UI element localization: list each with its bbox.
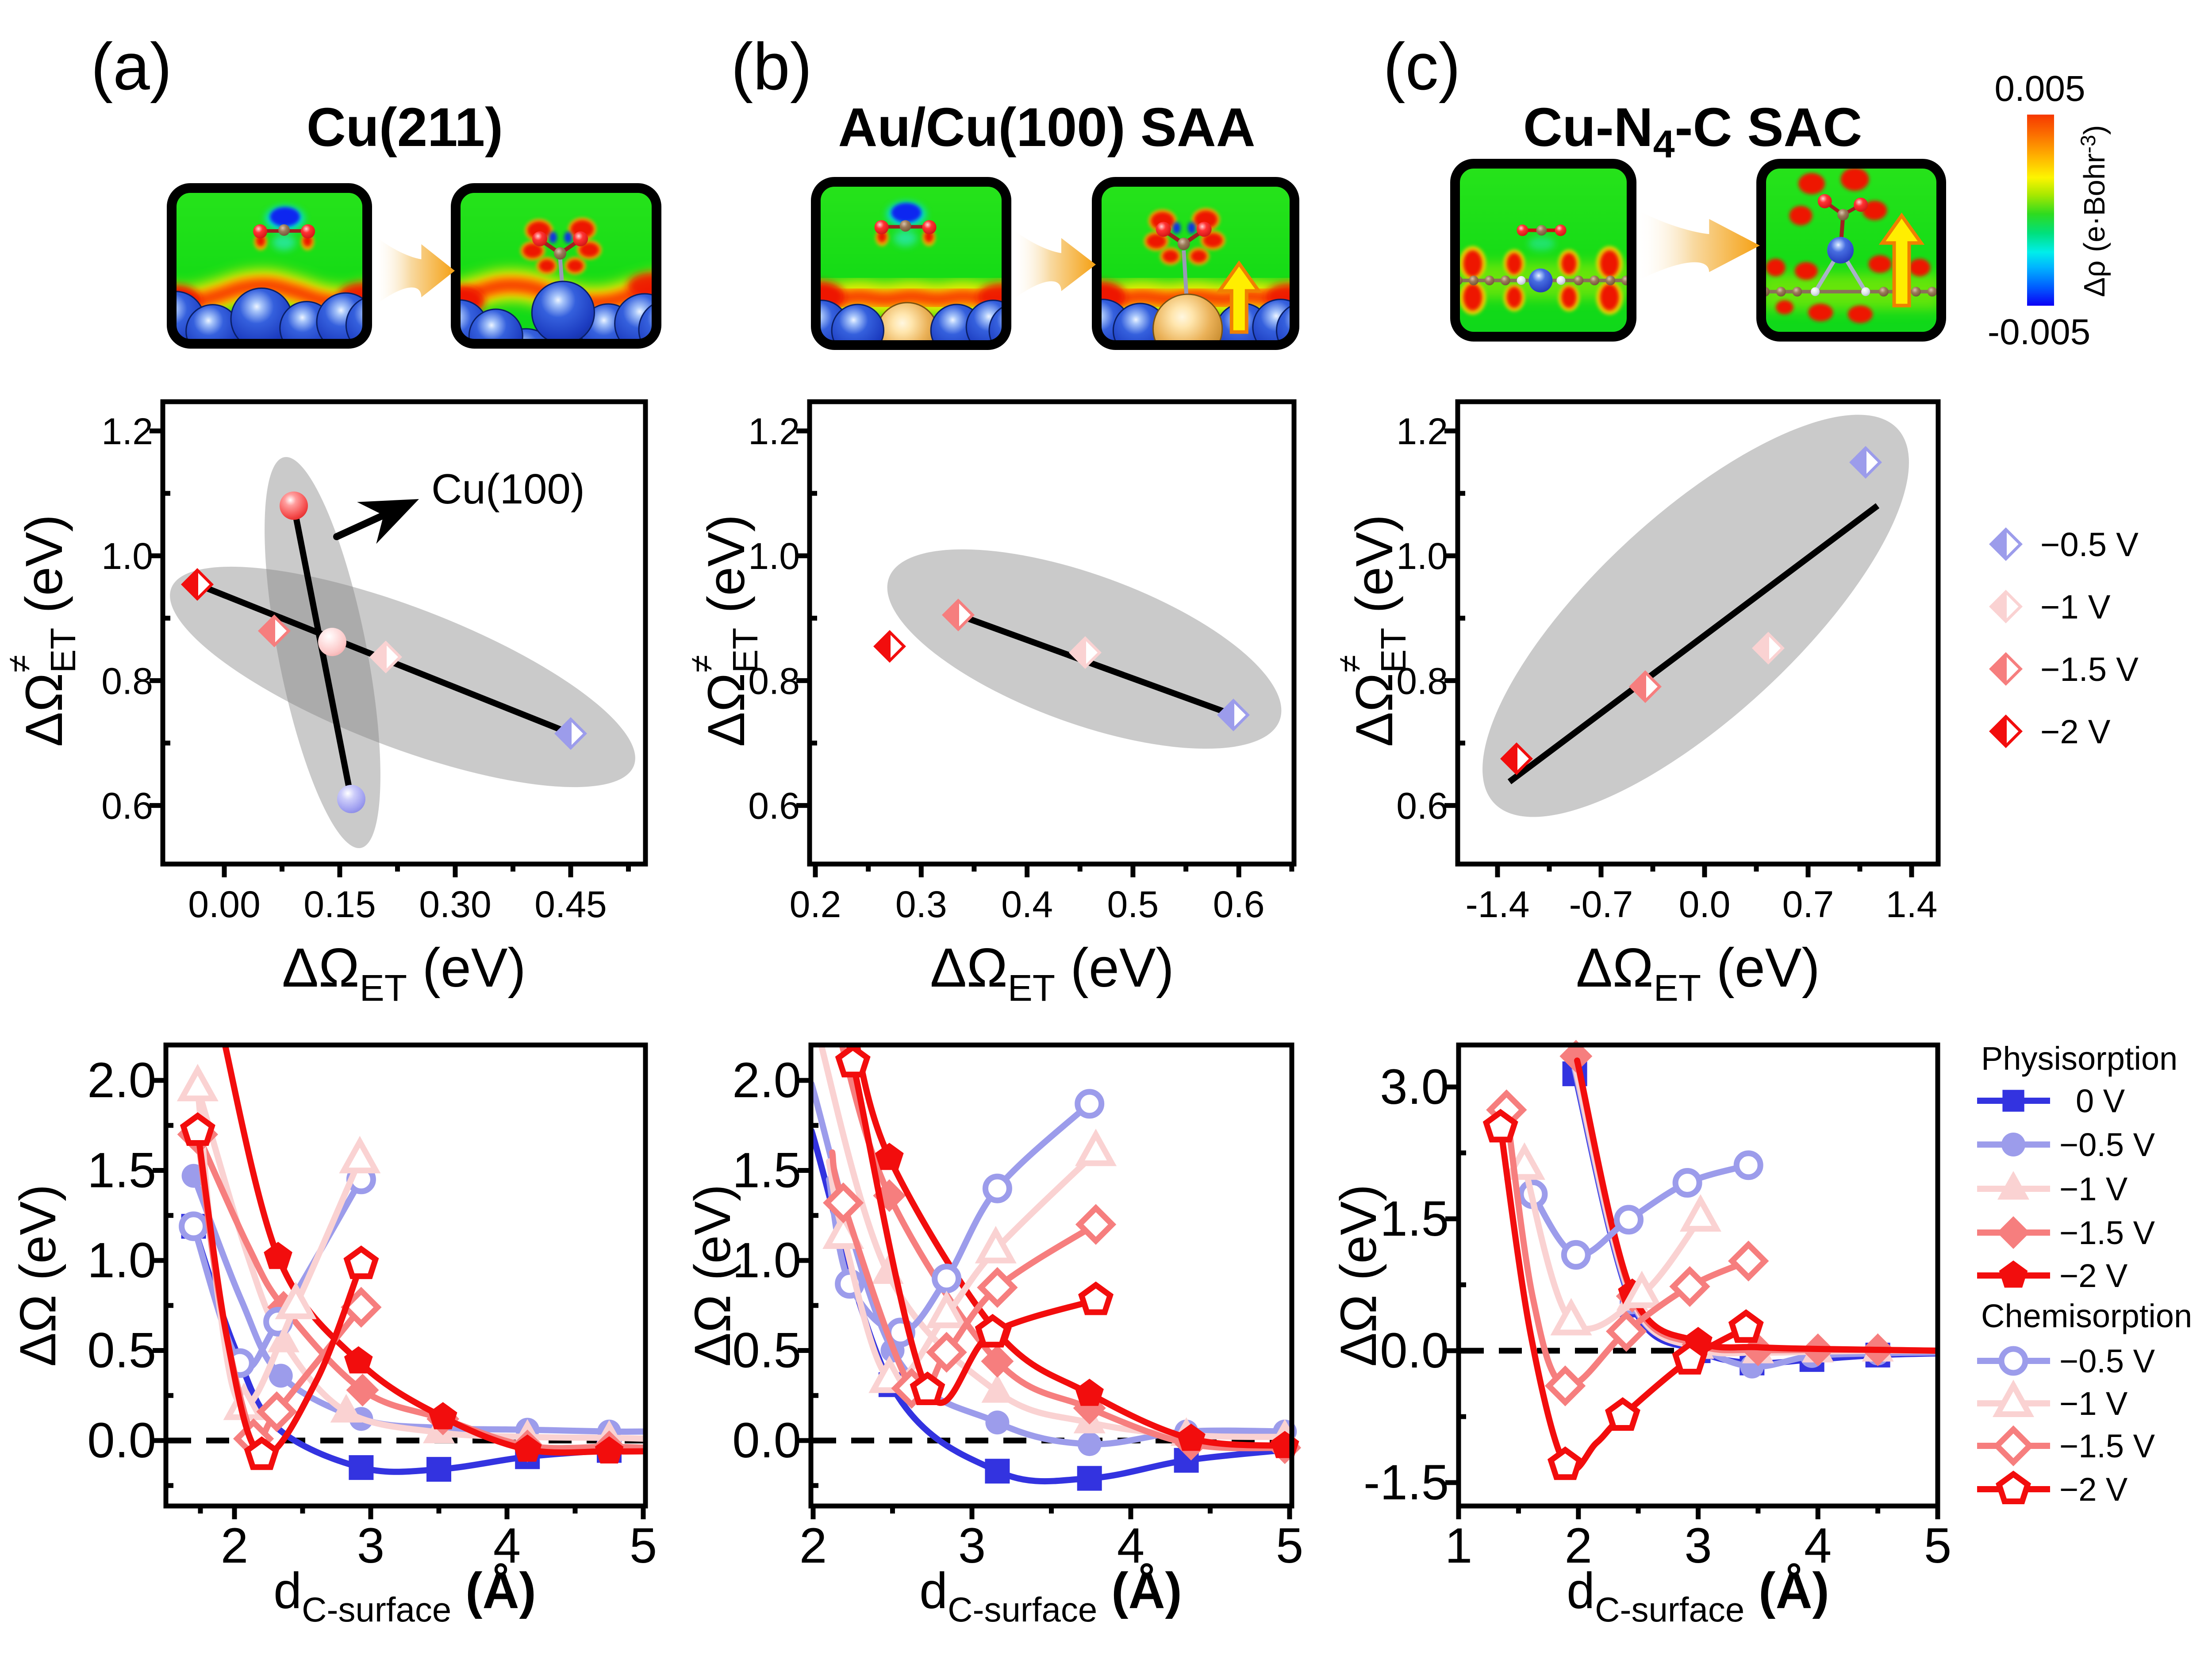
svg-text:2.0: 2.0 xyxy=(87,1053,156,1108)
svg-text:≠: ≠ xyxy=(1332,655,1367,672)
svg-text:Cu-N4-C SAC: Cu-N4-C SAC xyxy=(1523,97,1862,166)
svg-text:−2 V: −2 V xyxy=(2059,1471,2128,1508)
svg-text:1.5: 1.5 xyxy=(87,1143,156,1198)
svg-text:0.7: 0.7 xyxy=(1782,884,1834,925)
svg-text:-1.4: -1.4 xyxy=(1466,884,1530,925)
svg-text:0.8: 0.8 xyxy=(748,660,800,702)
svg-text:2: 2 xyxy=(221,1518,248,1573)
svg-text:ΔΩ (eV): ΔΩ (eV) xyxy=(684,1184,741,1367)
svg-text:3.0: 3.0 xyxy=(1380,1059,1449,1114)
svg-text:ΔΩ (eV): ΔΩ (eV) xyxy=(1330,1184,1387,1367)
svg-text:−2 V: −2 V xyxy=(2059,1257,2128,1294)
svg-text:5: 5 xyxy=(1276,1518,1303,1573)
svg-text:1.0: 1.0 xyxy=(748,535,800,577)
svg-text:(c): (c) xyxy=(1383,29,1461,104)
svg-text:0.8: 0.8 xyxy=(1396,660,1448,702)
svg-text:ΔΩET (eV): ΔΩET (eV) xyxy=(282,937,526,1009)
svg-text:(a): (a) xyxy=(91,29,172,104)
svg-text:0.00: 0.00 xyxy=(188,884,261,925)
svg-text:1.0: 1.0 xyxy=(87,1233,156,1288)
svg-text:3: 3 xyxy=(1684,1518,1712,1573)
svg-text:0.5: 0.5 xyxy=(732,1323,801,1378)
svg-text:Δρ (e·Bohr-3): Δρ (e·Bohr-3) xyxy=(2076,125,2111,297)
svg-text:0.8: 0.8 xyxy=(101,660,153,702)
svg-text:1.0: 1.0 xyxy=(1396,535,1448,577)
svg-text:Cu(211): Cu(211) xyxy=(307,97,503,158)
svg-text:ΔΩET (eV): ΔΩET (eV) xyxy=(1576,937,1820,1009)
svg-text:0.6: 0.6 xyxy=(748,785,800,827)
svg-text:0.30: 0.30 xyxy=(419,884,492,925)
svg-text:3: 3 xyxy=(958,1518,986,1573)
svg-text:0.5: 0.5 xyxy=(87,1323,156,1378)
svg-text:1.2: 1.2 xyxy=(101,411,153,452)
svg-text:1.0: 1.0 xyxy=(101,535,153,577)
svg-text:dC-surface (Å): dC-surface (Å) xyxy=(1567,1563,1829,1629)
svg-text:≠: ≠ xyxy=(684,655,719,672)
svg-text:0.005: 0.005 xyxy=(1994,69,2085,109)
svg-text:1.2: 1.2 xyxy=(1396,411,1448,452)
svg-text:−0.5 V: −0.5 V xyxy=(2040,526,2139,564)
svg-text:0.5: 0.5 xyxy=(1107,884,1159,925)
svg-text:−0.5 V: −0.5 V xyxy=(2059,1126,2155,1163)
svg-text:−1 V: −1 V xyxy=(2040,588,2111,626)
svg-text:−1.5 V: −1.5 V xyxy=(2040,651,2139,688)
svg-text:0.0: 0.0 xyxy=(732,1413,801,1468)
svg-text:1.5: 1.5 xyxy=(732,1143,801,1198)
svg-text:−1 V: −1 V xyxy=(2059,1171,2128,1207)
svg-text:Chemisorption: Chemisorption xyxy=(1981,1298,2192,1334)
svg-text:1.2: 1.2 xyxy=(748,411,800,452)
svg-text:0.6: 0.6 xyxy=(1396,785,1448,827)
svg-text:0.15: 0.15 xyxy=(303,884,376,925)
svg-text:0.6: 0.6 xyxy=(1213,884,1265,925)
svg-text:(b): (b) xyxy=(731,29,812,104)
svg-text:1: 1 xyxy=(1445,1518,1472,1573)
svg-text:ΔΩ (eV): ΔΩ (eV) xyxy=(10,1184,66,1367)
svg-text:1.4: 1.4 xyxy=(1886,884,1938,925)
svg-text:0.0: 0.0 xyxy=(1679,884,1731,925)
svg-text:0.0: 0.0 xyxy=(1380,1323,1449,1378)
svg-text:≠: ≠ xyxy=(2,655,37,672)
svg-text:4: 4 xyxy=(493,1518,521,1573)
svg-text:0.45: 0.45 xyxy=(534,884,607,925)
svg-text:2: 2 xyxy=(1565,1518,1592,1573)
svg-text:−1 V: −1 V xyxy=(2059,1385,2128,1422)
svg-text:-0.005: -0.005 xyxy=(1988,312,2091,352)
svg-text:3: 3 xyxy=(357,1518,384,1573)
svg-text:Physisorption: Physisorption xyxy=(1981,1040,2177,1077)
svg-text:1.5: 1.5 xyxy=(1380,1191,1449,1246)
svg-text:2: 2 xyxy=(799,1518,827,1573)
svg-text:Cu(100): Cu(100) xyxy=(431,465,585,513)
svg-text:1.0: 1.0 xyxy=(732,1233,801,1288)
svg-text:4: 4 xyxy=(1117,1518,1144,1573)
svg-text:0.3: 0.3 xyxy=(895,884,947,925)
svg-text:0 V: 0 V xyxy=(2076,1083,2125,1119)
svg-text:5: 5 xyxy=(630,1518,657,1573)
svg-text:0.2: 0.2 xyxy=(790,884,841,925)
svg-text:0.4: 0.4 xyxy=(1001,884,1053,925)
svg-text:Au/Cu(100) SAA: Au/Cu(100) SAA xyxy=(838,97,1255,158)
svg-text:−2 V: −2 V xyxy=(2040,713,2111,751)
svg-text:0.6: 0.6 xyxy=(101,785,153,827)
svg-text:-0.7: -0.7 xyxy=(1569,884,1633,925)
svg-text:−1.5 V: −1.5 V xyxy=(2059,1214,2155,1251)
svg-text:−1.5 V: −1.5 V xyxy=(2059,1428,2155,1464)
svg-text:ΔΩET (eV): ΔΩET (eV) xyxy=(15,515,83,747)
svg-text:−0.5 V: −0.5 V xyxy=(2059,1343,2155,1379)
svg-text:-1.5: -1.5 xyxy=(1363,1455,1449,1510)
svg-text:0.0: 0.0 xyxy=(87,1413,156,1468)
svg-text:4: 4 xyxy=(1804,1518,1832,1573)
svg-text:2.0: 2.0 xyxy=(732,1053,801,1108)
svg-text:5: 5 xyxy=(1924,1518,1951,1573)
